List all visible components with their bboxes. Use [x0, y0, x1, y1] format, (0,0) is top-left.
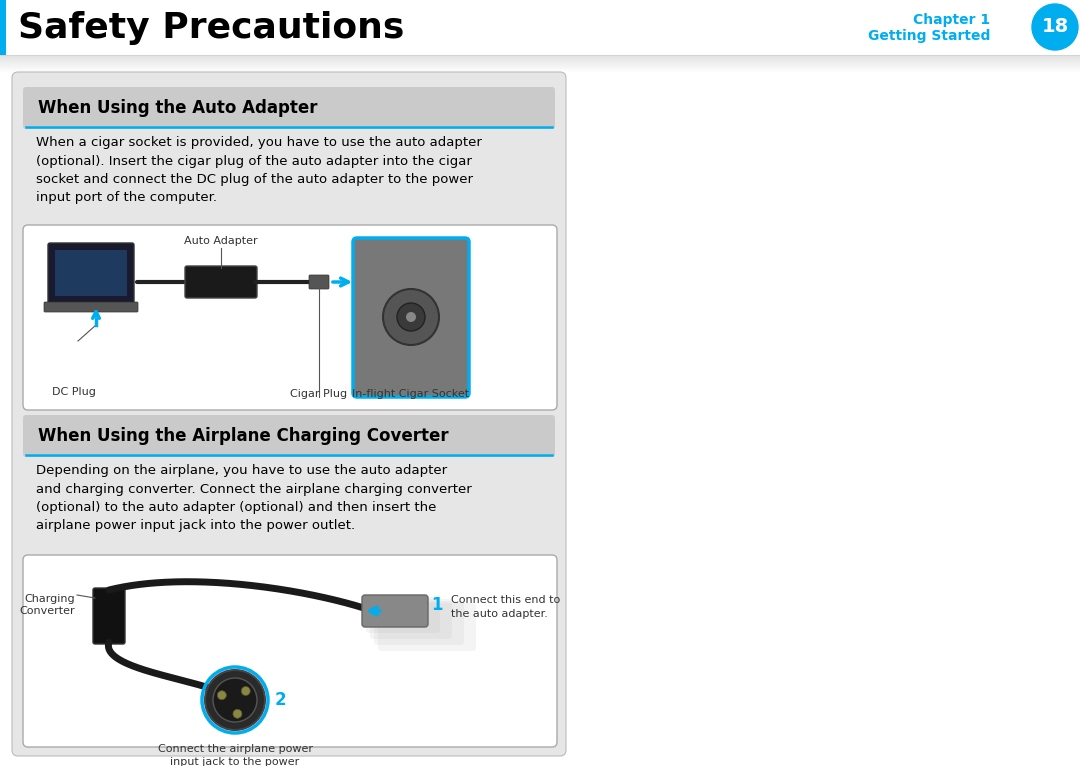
Circle shape: [241, 686, 251, 696]
FancyBboxPatch shape: [23, 415, 555, 457]
FancyBboxPatch shape: [12, 72, 566, 756]
Text: Chapter 1: Chapter 1: [913, 13, 990, 27]
Text: When Using the Airplane Charging Coverter: When Using the Airplane Charging Coverte…: [38, 427, 448, 445]
Circle shape: [233, 709, 242, 719]
FancyBboxPatch shape: [374, 601, 464, 645]
Text: Cigar Plug: Cigar Plug: [291, 389, 348, 399]
FancyBboxPatch shape: [362, 595, 428, 627]
Text: Charging
Converter: Charging Converter: [19, 594, 75, 617]
FancyBboxPatch shape: [44, 302, 138, 312]
FancyBboxPatch shape: [366, 597, 440, 633]
FancyBboxPatch shape: [48, 243, 134, 305]
FancyBboxPatch shape: [185, 266, 257, 298]
Text: 1: 1: [431, 596, 443, 614]
Circle shape: [383, 289, 438, 345]
Text: 18: 18: [1041, 18, 1068, 37]
Text: Getting Started: Getting Started: [867, 29, 990, 43]
FancyBboxPatch shape: [0, 0, 6, 55]
FancyBboxPatch shape: [93, 588, 125, 644]
Text: Depending on the airplane, you have to use the auto adapter
and charging convert: Depending on the airplane, you have to u…: [36, 464, 472, 532]
Text: In-flight Cigar Socket: In-flight Cigar Socket: [352, 389, 470, 399]
FancyBboxPatch shape: [309, 275, 329, 289]
FancyBboxPatch shape: [362, 595, 428, 627]
Text: When Using the Auto Adapter: When Using the Auto Adapter: [38, 99, 318, 117]
FancyBboxPatch shape: [23, 87, 555, 129]
Circle shape: [406, 312, 416, 322]
Circle shape: [1032, 4, 1078, 50]
Text: 2: 2: [275, 691, 286, 709]
Text: When a cigar socket is provided, you have to use the auto adapter
(optional). In: When a cigar socket is provided, you hav…: [36, 136, 482, 205]
FancyBboxPatch shape: [23, 555, 557, 747]
FancyBboxPatch shape: [23, 225, 557, 410]
FancyBboxPatch shape: [378, 603, 476, 651]
Text: Auto Adapter: Auto Adapter: [185, 236, 258, 246]
Circle shape: [213, 678, 257, 722]
Circle shape: [217, 691, 227, 699]
FancyBboxPatch shape: [353, 238, 469, 397]
FancyBboxPatch shape: [370, 599, 453, 639]
Text: Safety Precautions: Safety Precautions: [18, 11, 404, 45]
Text: Connect this end to
the auto adapter.: Connect this end to the auto adapter.: [451, 595, 561, 619]
Text: DC Plug: DC Plug: [52, 387, 96, 397]
Circle shape: [205, 670, 265, 730]
Text: Connect the airplane power
input jack to the power
outlet of the airplane.: Connect the airplane power input jack to…: [158, 744, 312, 766]
Circle shape: [397, 303, 426, 331]
FancyBboxPatch shape: [0, 0, 1080, 55]
FancyBboxPatch shape: [55, 250, 127, 296]
